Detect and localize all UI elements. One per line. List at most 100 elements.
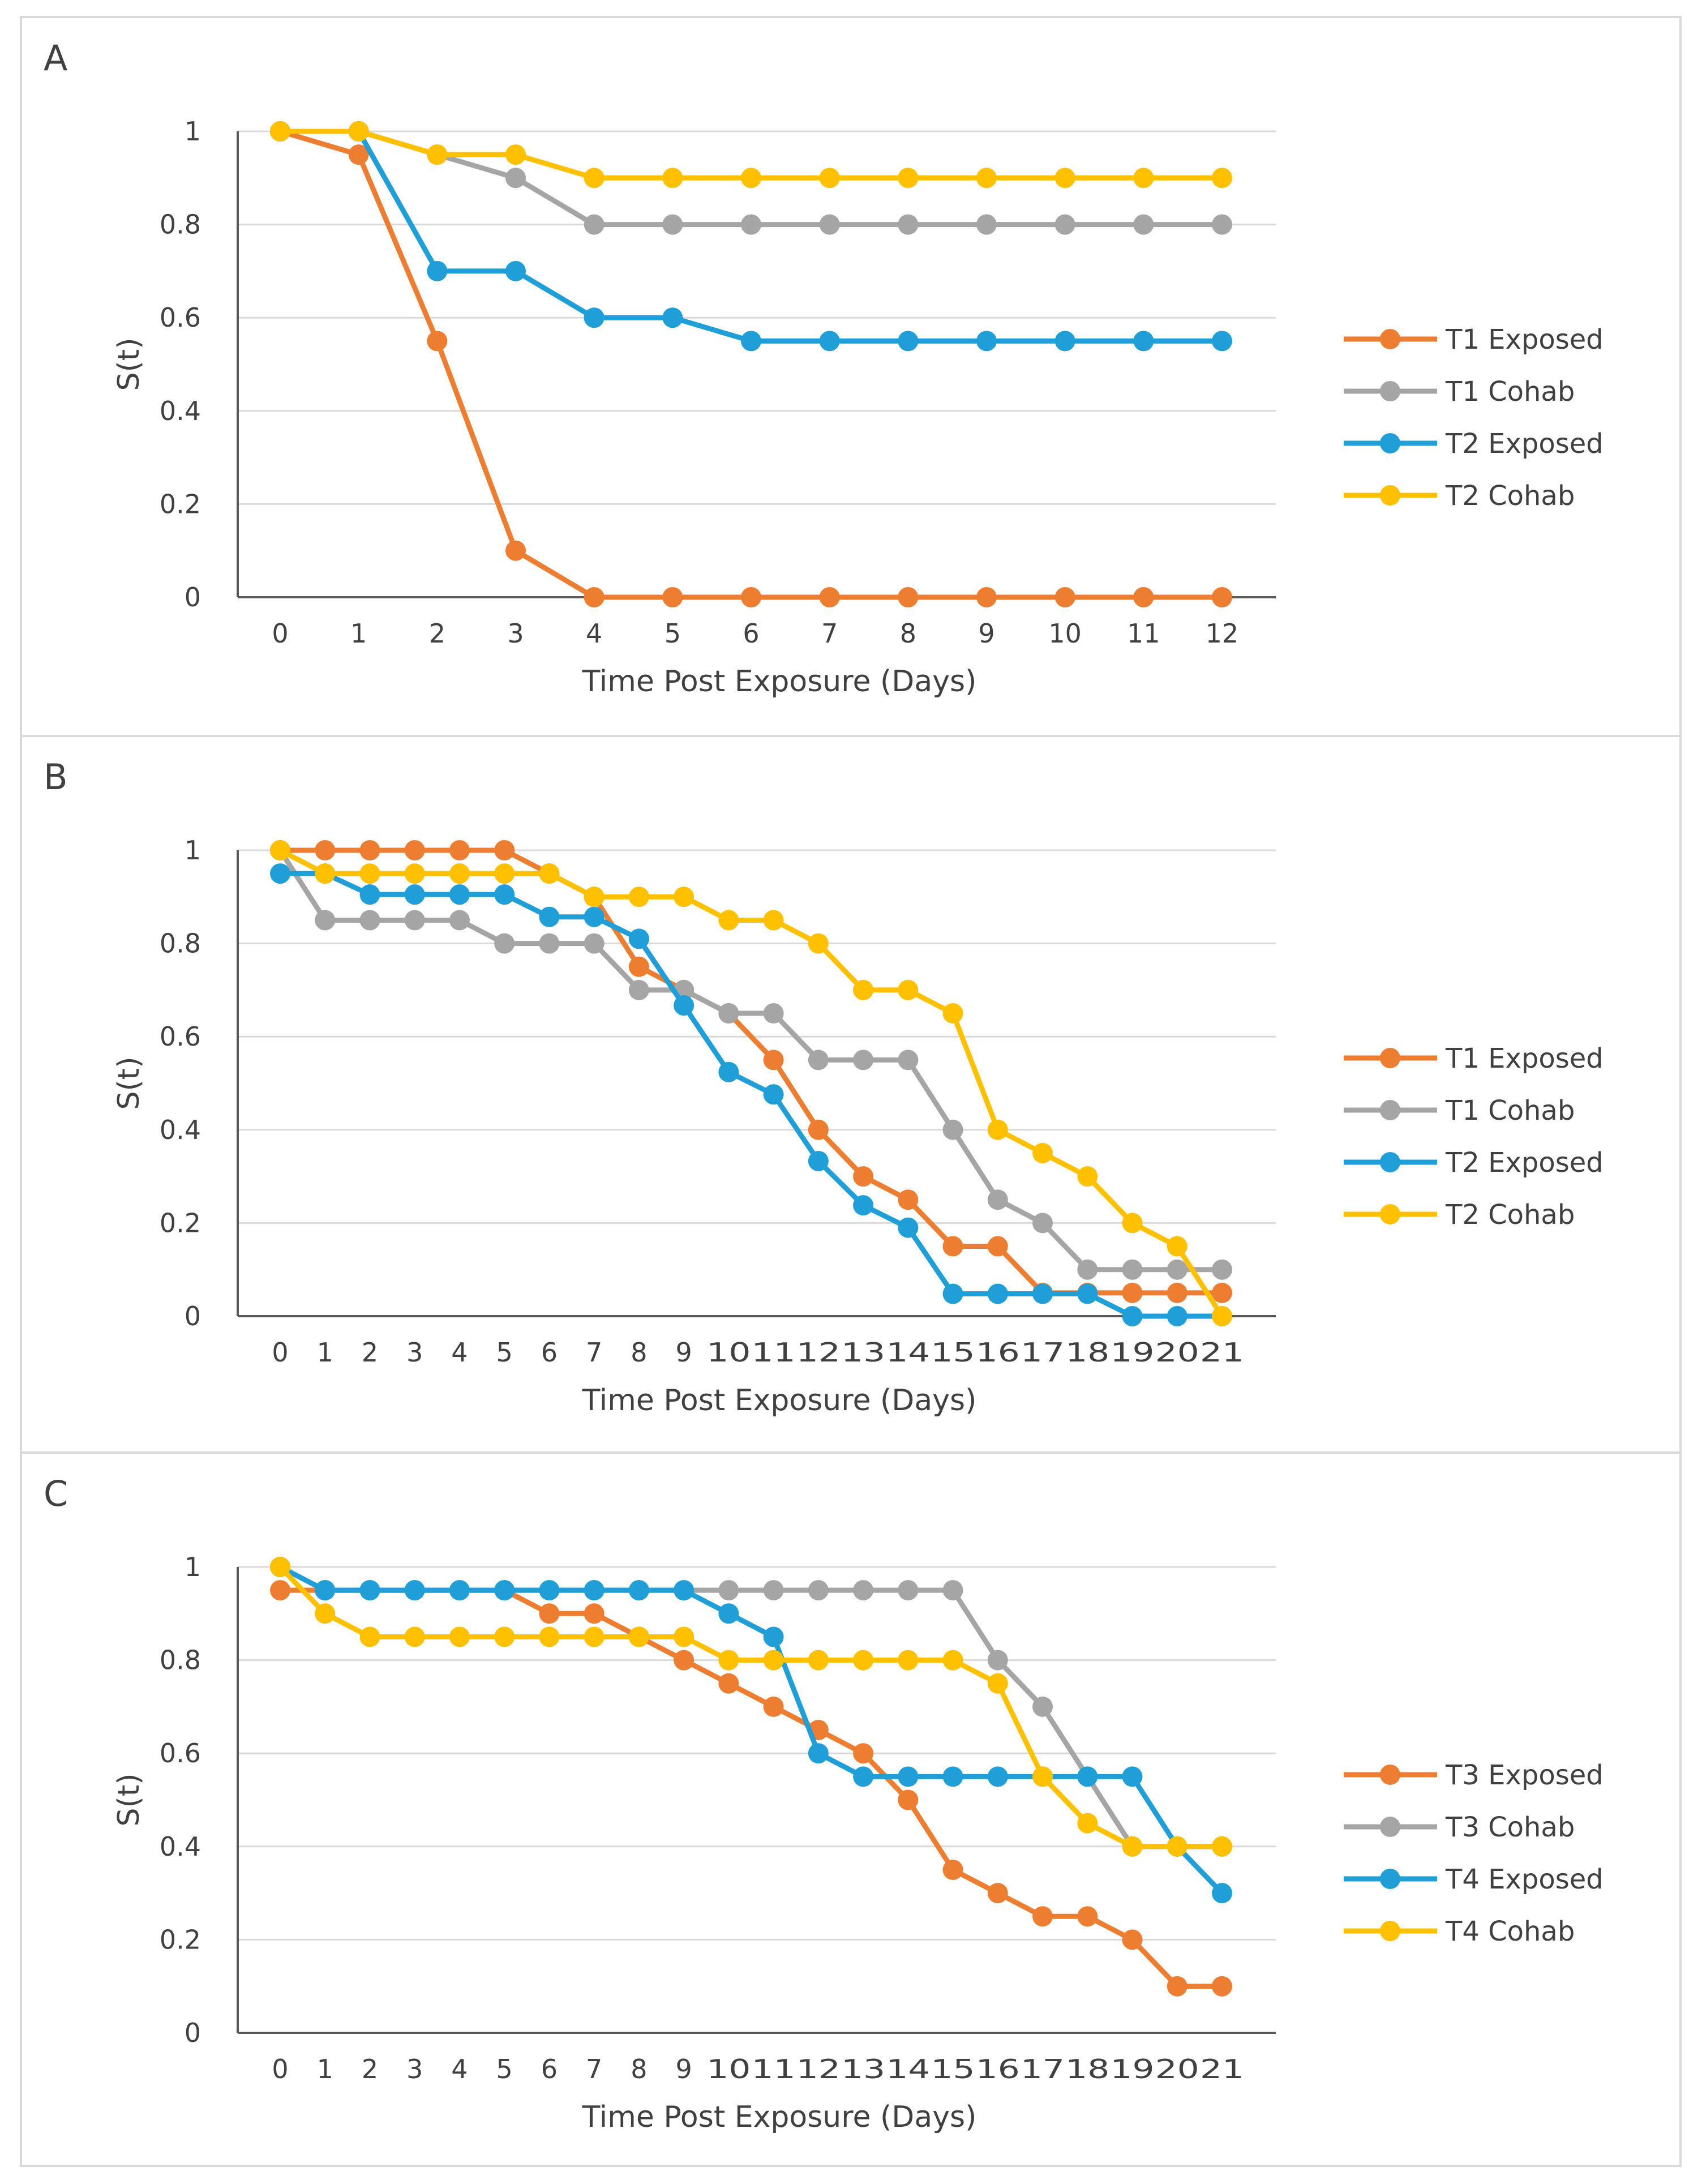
- data-point: [976, 331, 997, 352]
- data-point: [494, 884, 515, 905]
- data-point: [898, 1580, 919, 1601]
- legend-item-t4-cohab: T4 Cohab: [1344, 1916, 1575, 1947]
- legend-swatch-marker: [1380, 381, 1400, 401]
- data-point: [898, 1789, 919, 1810]
- legend-item-t2-exposed: T2 Exposed: [1344, 428, 1604, 460]
- x-tick-label: 2: [362, 1337, 378, 1368]
- data-point: [853, 1650, 874, 1671]
- x-tick-label: 4: [586, 618, 602, 649]
- x-tick-label: 5: [496, 1337, 513, 1368]
- data-point: [449, 1626, 470, 1647]
- data-point: [494, 840, 515, 860]
- data-point: [1133, 331, 1154, 352]
- data-point: [628, 887, 649, 907]
- data-point: [718, 910, 739, 931]
- x-tick-label: 3: [406, 2054, 423, 2084]
- data-point: [898, 168, 919, 189]
- x-tick-label: 21: [1200, 1337, 1244, 1368]
- data-point: [1167, 1259, 1187, 1280]
- data-point: [539, 1603, 560, 1624]
- x-tick-label: 4: [451, 1337, 468, 1368]
- data-point: [942, 1003, 963, 1024]
- data-point: [359, 840, 380, 860]
- y-tick-label: 0.2: [160, 489, 201, 519]
- x-tick-label: 15: [931, 1337, 975, 1368]
- legend-item-t4-exposed: T4 Exposed: [1344, 1864, 1604, 1895]
- data-point: [987, 1119, 1008, 1140]
- x-tick-label: 9: [978, 618, 994, 649]
- data-point: [1212, 168, 1232, 189]
- data-point: [987, 1283, 1008, 1304]
- data-point: [819, 214, 840, 235]
- legend-item-t3-exposed: T3 Exposed: [1344, 1759, 1604, 1791]
- x-tick-label: 14: [886, 2054, 930, 2084]
- data-point: [584, 587, 605, 607]
- data-point: [628, 956, 649, 977]
- x-tick-label: 15: [931, 2054, 975, 2084]
- legend-label: T1 Exposed: [1445, 1043, 1604, 1074]
- x-tick-label: 6: [541, 1337, 558, 1368]
- legend-item-t1-cohab: T1 Cohab: [1344, 1095, 1575, 1127]
- data-point: [1054, 587, 1075, 607]
- y-tick-label: 1: [185, 116, 201, 147]
- data-point: [987, 1650, 1008, 1671]
- data-point: [1077, 1766, 1098, 1787]
- data-point: [674, 1650, 694, 1671]
- legend-label: T1 Exposed: [1445, 324, 1604, 356]
- panel-b: B 0 0.2 0.4 0.6 0.8 1 0 1 2 3 4 5 6 7 8 9 10 11 12 13 14 15 16 1…: [22, 735, 1679, 1451]
- data-point: [853, 1166, 874, 1187]
- data-point: [404, 840, 425, 860]
- data-point: [1077, 1259, 1098, 1280]
- legend-swatch-marker: [1380, 1817, 1400, 1837]
- y-tick-label: 0: [185, 582, 201, 613]
- data-point: [1054, 331, 1075, 352]
- data-point: [315, 910, 336, 931]
- data-point: [315, 840, 336, 860]
- x-axis-title: Time Post Exposure (Days): [582, 1384, 977, 1418]
- x-tick-label: 17: [1021, 2054, 1065, 2084]
- data-point: [584, 214, 605, 235]
- x-tick-label: 2: [362, 2054, 378, 2084]
- legend-swatch-marker: [1380, 1204, 1400, 1224]
- x-tick-label: 17: [1021, 1337, 1065, 1368]
- chart-c: C00.20.40.60.810 1 2 3 4 5 6 7 8 9 10 11 12 13 14 15 16 1…: [44, 1473, 1604, 2134]
- data-point: [898, 1217, 919, 1238]
- y-tick-label: 0.6: [160, 1021, 201, 1052]
- data-point: [270, 1580, 290, 1601]
- data-point: [1032, 1283, 1053, 1304]
- legend-label: T1 Cohab: [1445, 376, 1575, 408]
- data-point: [942, 1236, 963, 1257]
- data-point: [449, 910, 470, 931]
- data-point: [427, 144, 448, 165]
- data-point: [718, 1603, 739, 1624]
- series-t2-cohab: [270, 840, 1232, 1326]
- data-point: [404, 863, 425, 884]
- data-point: [584, 933, 605, 954]
- series-t1-cohab: [270, 840, 1232, 1280]
- data-point: [718, 1061, 739, 1082]
- data-point: [808, 1150, 829, 1171]
- data-point: [539, 906, 560, 927]
- data-point: [270, 863, 290, 884]
- legend-item-t2-cohab: T2 Cohab: [1344, 480, 1575, 512]
- data-point: [976, 587, 997, 607]
- data-point: [1212, 1883, 1232, 1904]
- legend-label: T2 Exposed: [1445, 428, 1604, 460]
- data-point: [1167, 1306, 1187, 1326]
- series-t2-cohab: [270, 121, 1232, 189]
- data-point: [270, 840, 290, 860]
- data-point: [539, 1626, 560, 1647]
- data-point: [808, 1119, 829, 1140]
- data-point: [1032, 1213, 1053, 1234]
- data-point: [539, 933, 560, 954]
- data-point: [898, 979, 919, 1000]
- data-point: [898, 1650, 919, 1671]
- data-point: [763, 1626, 784, 1647]
- legend-swatch-marker: [1380, 1152, 1400, 1172]
- x-tick-label: 20: [1155, 2054, 1199, 2084]
- data-point: [853, 1050, 874, 1070]
- data-point: [404, 1580, 425, 1601]
- data-point: [449, 863, 470, 884]
- x-tick-label: 3: [406, 1337, 423, 1368]
- data-point: [808, 1650, 829, 1671]
